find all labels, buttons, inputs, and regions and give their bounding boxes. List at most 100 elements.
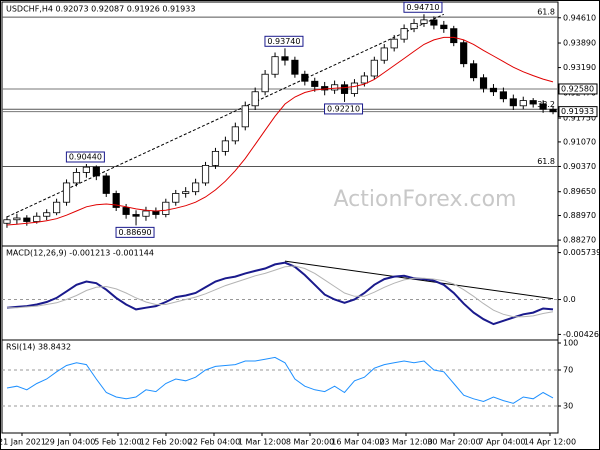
pivot-label: 0.94710 (406, 3, 439, 12)
y-tick-label: 0.89650 (563, 187, 596, 196)
candle-body (390, 38, 398, 49)
candle-body (509, 98, 517, 107)
candle-body (152, 210, 160, 215)
candle-body (182, 191, 190, 194)
fib-label: 61.8 (537, 157, 555, 166)
trend-line (284, 260, 554, 300)
series-line (7, 265, 554, 318)
candle-body (539, 103, 547, 110)
y-tick-label: 70 (563, 366, 573, 375)
candle-body (529, 100, 537, 105)
price-tag: 0.91933 (561, 107, 594, 116)
series-line (6, 36, 554, 226)
y-tick-label: 0.0 (563, 295, 576, 304)
candle-body (33, 215, 41, 222)
candle-body (62, 182, 71, 203)
candle-body (53, 201, 61, 214)
x-tick-label: 22 Feb 04:00 (188, 438, 240, 447)
price-tag-box (558, 83, 598, 95)
candle-body (370, 59, 378, 77)
plot-frame (1, 1, 559, 434)
candle-body (291, 59, 299, 75)
candle-body (211, 150, 220, 166)
price-tag: 0.92580 (561, 84, 594, 93)
candle-body (92, 166, 100, 177)
series-line (6, 356, 554, 404)
y-tick-label: 0.91750 (563, 114, 596, 123)
candle-body (350, 82, 359, 94)
candle-body (43, 212, 51, 217)
pivot-box (115, 226, 155, 238)
candle-body (470, 63, 478, 79)
pivot-box (264, 35, 304, 47)
candle-body (132, 214, 140, 217)
candle-body (430, 19, 438, 26)
candle-body (331, 84, 339, 91)
candle-body (221, 140, 229, 152)
candle-body (251, 91, 259, 107)
candle-body (142, 210, 150, 217)
x-tick-label: 30 Mar 20:00 (427, 438, 480, 447)
pivot-box (324, 103, 364, 115)
candle-body (72, 172, 81, 184)
candle-body (271, 56, 279, 75)
fib-label: 61.8 (537, 8, 555, 17)
x-tick-label: 16 Mar 04:00 (331, 438, 384, 447)
candle-body (321, 86, 329, 91)
candle-body (3, 219, 11, 224)
x-tick-label: 5 Feb 12:00 (94, 438, 141, 447)
x-tick-label: 12 Feb 20:00 (140, 438, 192, 447)
x-tick-label: 21 Jan 2021 (0, 438, 46, 447)
pivot-label: 0.92210 (327, 104, 360, 113)
candle-body (420, 19, 428, 24)
x-tick-label: 29 Jan 04:00 (45, 438, 96, 447)
candle-body (281, 56, 289, 61)
y-tick-label: 0.93190 (563, 63, 596, 72)
candle-body (360, 75, 368, 84)
price-tag-box (558, 106, 598, 118)
candle-body (410, 22, 418, 30)
candle-body (23, 217, 31, 222)
y-tick-label: 0.94610 (563, 13, 596, 22)
candle-body (201, 165, 210, 184)
candle-body (450, 28, 458, 44)
y-tick-label: 0.005739 (563, 248, 600, 257)
candle-body (340, 84, 349, 94)
candle-body (261, 73, 269, 93)
x-tick-label: 23 Mar 12:00 (379, 438, 432, 447)
series-line (6, 261, 554, 326)
y-tick-label: 0.88270 (563, 236, 596, 245)
candle-body (172, 193, 180, 203)
candle-body (311, 80, 319, 87)
candle-body (13, 217, 21, 221)
candle-body (400, 28, 408, 40)
pivot-label: 0.88690 (118, 228, 151, 237)
x-tick-label: 1 Mar 12:00 (238, 438, 286, 447)
candle-body (102, 175, 110, 194)
candle-body (460, 42, 468, 65)
y-tick-label: 30 (563, 402, 573, 411)
x-tick-label: 7 Apr 04:00 (478, 438, 525, 447)
pivot-box (403, 1, 443, 13)
y-tick-label: 0.88970 (563, 211, 596, 220)
candle-body (241, 105, 249, 128)
candle-body (162, 201, 170, 215)
candle-body (479, 77, 488, 89)
panel-title: RSI(14) 38.8432 (6, 343, 71, 352)
candle-body (440, 24, 448, 30)
y-tick-label: -0.004261 (563, 330, 600, 339)
candle-body (112, 193, 120, 208)
candle-body (489, 87, 498, 93)
pivot-label: 0.93740 (267, 37, 300, 46)
pivot-label: 0.90440 (69, 153, 102, 162)
y-tick-label: 0.90370 (563, 162, 596, 171)
candle-body (499, 91, 507, 100)
candle-body (301, 73, 309, 82)
panel-title: MACD(12,26,9) -0.001213 -0.001144 (6, 249, 154, 258)
candle-body (192, 182, 200, 193)
candle-body (231, 126, 239, 142)
x-tick-label: 8 Mar 20:00 (286, 438, 334, 447)
watermark: ActionForex.com (334, 187, 517, 212)
candle-body (380, 47, 388, 61)
